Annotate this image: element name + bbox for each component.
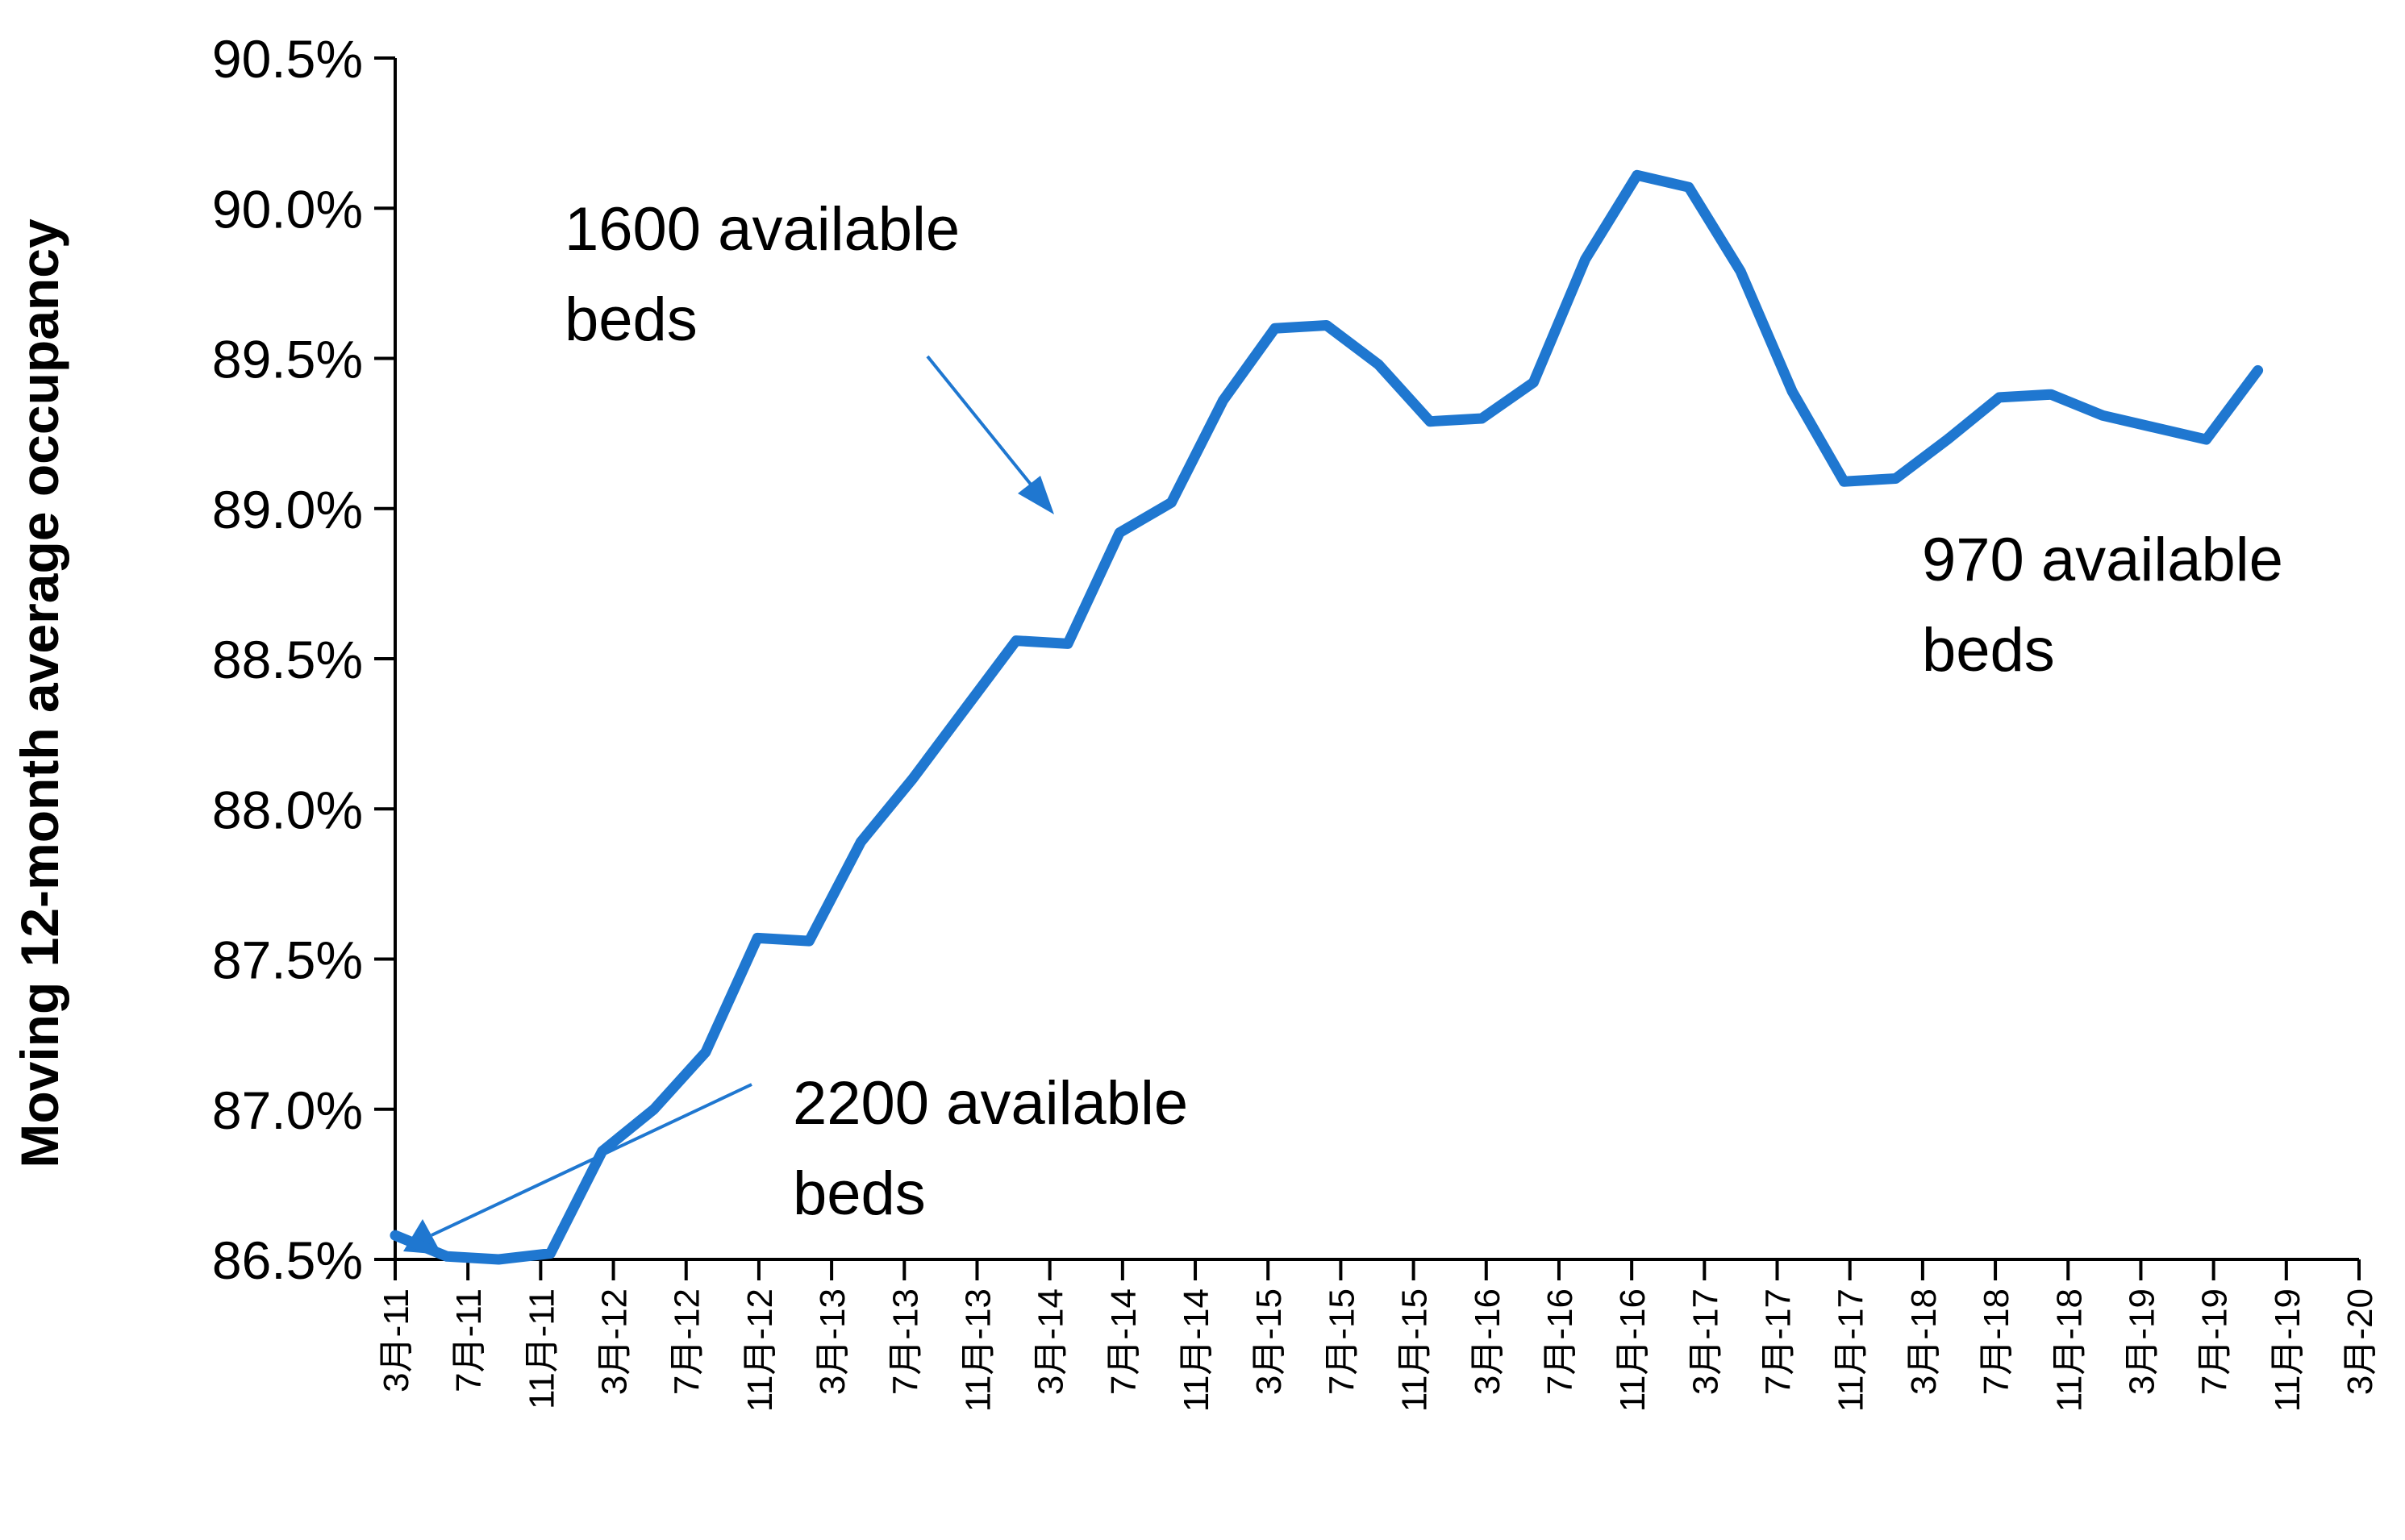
y-tick-label: 90.5%: [212, 29, 363, 89]
x-axis: 3月-11 7月-11 11月-11 3月-12 7月-12 11月-12 3月-13 7月-…: [377, 1258, 2380, 1412]
x-tick-label: 3月-16: [1468, 1288, 1507, 1395]
annotation-arrowhead-1600: [1018, 476, 1054, 514]
x-tick-label: 3月-19: [2122, 1288, 2161, 1395]
y-tick-label: 90.0%: [212, 179, 363, 239]
y-tick-label: 89.0%: [212, 480, 363, 539]
x-tick-label: 7月-16: [1540, 1288, 1580, 1395]
y-tick-label: 89.5%: [212, 330, 363, 389]
x-tick-label: 3月-13: [813, 1288, 852, 1395]
y-tick-label: 87.5%: [212, 930, 363, 990]
y-axis: 90.5% 90.0% 89.5% 89.0% 88.5% 88.0% 87.5% 87.0%…: [212, 29, 397, 1290]
x-tick-label: 11月-12: [740, 1288, 780, 1412]
x-tick-label: 11月-18: [2049, 1288, 2089, 1412]
x-tick-label: 7月-18: [1977, 1288, 2016, 1395]
annotation-1600-line-2: beds: [565, 285, 698, 354]
annotations: 1600 available beds 970 available beds 2…: [403, 195, 2300, 1255]
x-tick-label: 3月-15: [1249, 1288, 1289, 1395]
annotation-2200-line-1: 2200 available: [793, 1069, 1188, 1138]
annotation-1600-line-1: 1600 available: [565, 195, 960, 264]
series-group: [390, 169, 2264, 1265]
x-tick-label: 11月-17: [1832, 1288, 1871, 1412]
x-tick-label: 11月-11: [522, 1288, 561, 1409]
annotation-970-line-1: 970 available: [1922, 526, 2283, 594]
annotation-970: 970 available beds: [1922, 526, 2300, 685]
annotation-970-line-2: beds: [1922, 616, 2055, 685]
x-tick-label: 7月-15: [1322, 1288, 1361, 1395]
x-tick-label: 7月-14: [1104, 1288, 1144, 1395]
y-tick-label: 86.5%: [212, 1230, 363, 1290]
y-axis-label: Moving 12-month average occupancy: [10, 219, 69, 1168]
x-tick-label: 11月-15: [1395, 1288, 1435, 1412]
annotation-1600: 1600 available beds: [565, 195, 977, 354]
x-tick-label: 7月-13: [886, 1288, 925, 1395]
series-line: [390, 169, 2264, 1265]
annotation-arrow-1600: [926, 355, 1044, 500]
x-tick-label: 7月-12: [668, 1288, 707, 1395]
x-tick-label: 11月-13: [958, 1288, 998, 1412]
x-tick-label: 3月-20: [2340, 1288, 2380, 1395]
x-tick-label: 7月-11: [449, 1288, 489, 1392]
y-tick-label: 88.5%: [212, 630, 363, 689]
annotation-arrow-2200: [431, 1083, 752, 1237]
x-tick-label: 11月-19: [2268, 1288, 2307, 1412]
x-tick-label: 3月-12: [595, 1288, 635, 1395]
x-tick-label: 7月-17: [1759, 1288, 1799, 1395]
x-tick-label: 3月-17: [1686, 1288, 1725, 1395]
annotation-2200-line-2: beds: [793, 1159, 926, 1228]
y-tick-label: 88.0%: [212, 780, 363, 839]
annotation-2200: 2200 available beds: [793, 1069, 1205, 1228]
y-tick-label: 87.0%: [212, 1080, 363, 1140]
x-tick-label: 3月-18: [1904, 1288, 1944, 1395]
x-tick-label: 3月-14: [1032, 1288, 1071, 1395]
x-tick-label: 11月-16: [1613, 1288, 1653, 1412]
x-tick-label: 7月-19: [2195, 1288, 2235, 1395]
x-tick-label: 11月-14: [1177, 1288, 1216, 1412]
x-tick-label: 3月-11: [377, 1288, 416, 1392]
